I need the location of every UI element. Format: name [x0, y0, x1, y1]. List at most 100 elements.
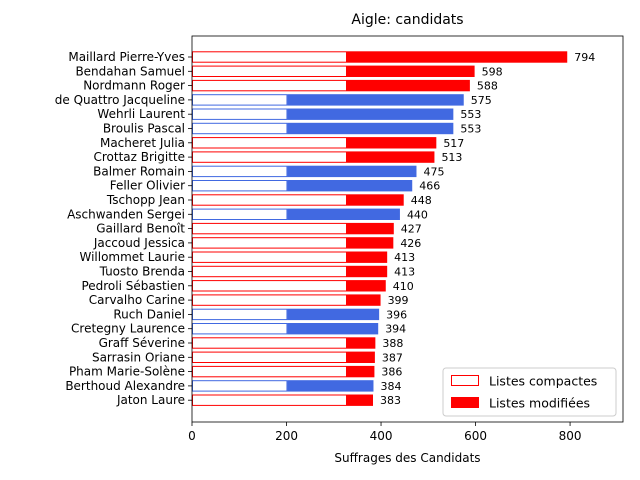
bar-modified	[287, 180, 413, 192]
data-label: 426	[400, 237, 421, 250]
data-label: 396	[386, 308, 407, 321]
legend-swatch-compact	[451, 375, 479, 386]
bar-modified	[287, 208, 400, 220]
bar-modified	[347, 394, 374, 406]
bar-compact	[192, 222, 348, 235]
bar-modified	[347, 337, 376, 349]
data-label: 466	[419, 180, 440, 193]
bar-modified	[347, 251, 388, 263]
category-label: Bendahan Samuel	[75, 64, 185, 78]
bar-compact	[192, 94, 288, 106]
category-label: Pedroli Sébastien	[81, 279, 185, 293]
x-tick-label: 200	[275, 429, 298, 443]
category-label: Aschwanden Sergei	[67, 207, 185, 221]
bar-modified	[347, 137, 437, 149]
category-label: de Quattro Jacqueline	[55, 93, 185, 107]
bar-compact	[192, 108, 288, 120]
bar-compact	[192, 65, 348, 77]
bar-modified	[347, 151, 435, 163]
bar-compact	[192, 237, 348, 249]
legend-label: Listes compactes	[489, 374, 597, 389]
category-label: Sarrasin Oriane	[92, 350, 185, 364]
x-tick-label: 400	[370, 429, 393, 443]
data-label: 394	[385, 323, 406, 336]
x-tick-label: 600	[464, 429, 487, 443]
bar-modified	[287, 308, 380, 321]
data-label: 794	[574, 51, 595, 64]
category-label: Jaccoud Jessica	[93, 236, 185, 250]
data-label: 383	[380, 394, 401, 407]
data-label: 440	[407, 208, 428, 221]
data-label: 387	[382, 351, 403, 364]
data-label: 384	[380, 380, 401, 393]
bar-compact	[192, 294, 348, 306]
category-label: Tschopp Jean	[106, 193, 185, 207]
data-label: 475	[423, 165, 444, 178]
data-label: 517	[443, 137, 464, 150]
bar-modified	[347, 280, 386, 292]
data-label: 448	[411, 194, 432, 207]
category-label: Gaillard Benoît	[96, 222, 185, 236]
data-label: 399	[388, 294, 409, 307]
bar-modified	[347, 294, 381, 306]
data-label: 413	[394, 251, 415, 264]
bar-modified	[287, 122, 454, 135]
bar-modified	[347, 194, 404, 206]
bar-compact	[192, 180, 288, 192]
category-label: Wehrli Laurent	[97, 107, 185, 121]
category-label: Pham Marie-Solène	[69, 365, 185, 379]
data-label: 513	[441, 151, 462, 164]
bar-modified	[347, 265, 388, 278]
category-label: Jaton Laure	[116, 393, 185, 407]
data-label: 413	[394, 266, 415, 279]
bar-compact	[192, 351, 348, 364]
category-label: Feller Olivier	[110, 179, 185, 193]
bar-modified	[347, 237, 394, 249]
bar-compact	[192, 122, 288, 135]
bar-modified	[347, 65, 475, 77]
bar-compact	[192, 365, 348, 378]
bar-compact	[192, 137, 348, 149]
plot-frame	[191, 35, 624, 423]
bar-modified	[287, 108, 454, 120]
bar-compact	[192, 280, 348, 292]
bar-modified	[347, 351, 375, 363]
legend: Listes compactes Listes modifiées	[442, 367, 617, 417]
bar-modified	[347, 222, 394, 235]
bar-compact	[192, 151, 348, 163]
bar-modified	[287, 94, 464, 106]
bar-modified	[347, 51, 568, 63]
category-label: Willommet Laurie	[79, 250, 185, 264]
bar-compact	[192, 165, 288, 178]
bar-compact	[192, 380, 288, 392]
data-label: 386	[381, 366, 402, 379]
category-label: Balmer Romain	[93, 164, 185, 178]
data-label: 575	[471, 94, 492, 107]
bar-compact	[192, 265, 348, 278]
bar-modified	[287, 323, 379, 335]
category-label: Ruch Daniel	[113, 307, 185, 321]
bar-compact	[192, 208, 288, 221]
bar-modified	[347, 365, 375, 378]
data-label: 598	[482, 65, 503, 78]
category-label: Macheret Julia	[100, 136, 185, 150]
category-label: Carvalho Carine	[89, 293, 185, 307]
data-label: 388	[382, 337, 403, 350]
legend-swatch-modified	[451, 397, 479, 408]
x-axis: 0 200 400 600 800	[188, 422, 582, 443]
bar-modified	[287, 165, 417, 178]
category-label: Nordmann Roger	[83, 79, 185, 93]
category-label: Cretegny Laurence	[71, 322, 185, 336]
bar-modified	[287, 380, 374, 392]
category-label: Broulis Pascal	[103, 122, 185, 136]
data-label: 427	[401, 223, 422, 236]
category-label: Tuosto Brenda	[99, 265, 185, 279]
bar-modified	[347, 79, 470, 92]
category-label: Berthoud Alexandre	[65, 379, 185, 393]
data-label: 588	[477, 80, 498, 93]
x-tick-label: 800	[559, 429, 582, 443]
legend-label: Listes modifiées	[489, 396, 590, 411]
bar-compact	[192, 323, 288, 335]
x-axis-label: Suffrages des Candidats	[334, 451, 480, 465]
